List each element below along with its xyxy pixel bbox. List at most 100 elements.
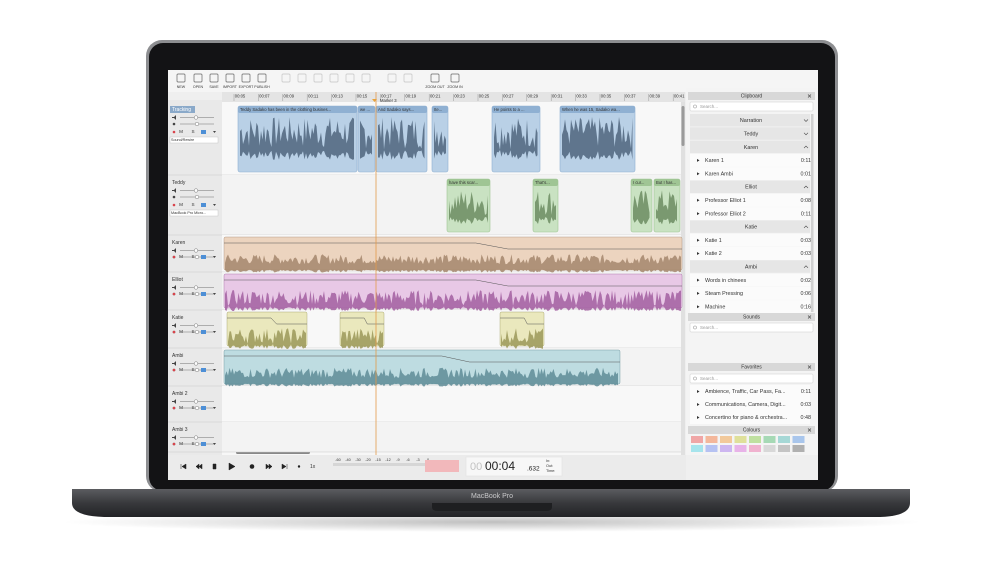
- list-item[interactable]: [690, 411, 810, 424]
- play-icon[interactable]: [697, 278, 700, 282]
- pan-knob[interactable]: [194, 254, 200, 260]
- play-icon[interactable]: [697, 198, 700, 202]
- track-menu[interactable]: [213, 131, 216, 133]
- stereo-toggle[interactable]: [201, 368, 206, 372]
- group-header[interactable]: [690, 220, 810, 233]
- track-menu[interactable]: [213, 443, 216, 445]
- volume-knob[interactable]: [193, 399, 199, 404]
- colour-swatch[interactable]: [720, 445, 732, 452]
- stereo-toggle[interactable]: [201, 406, 206, 410]
- toolbar-icon[interactable]: [225, 73, 235, 83]
- list-item[interactable]: [690, 193, 810, 207]
- volume-knob[interactable]: [193, 435, 199, 440]
- list-item[interactable]: [690, 385, 810, 398]
- close-icon[interactable]: [807, 365, 812, 369]
- track-menu[interactable]: [213, 331, 216, 333]
- group-header[interactable]: [690, 260, 810, 273]
- pan-knob[interactable]: [194, 441, 200, 447]
- volume-knob[interactable]: [193, 115, 199, 120]
- stereo-toggle[interactable]: [201, 203, 206, 207]
- colour-swatch[interactable]: [705, 436, 718, 443]
- record-button[interactable]: [172, 442, 176, 446]
- list-item[interactable]: [690, 300, 810, 314]
- group-header[interactable]: [690, 140, 810, 154]
- colour-swatch[interactable]: [734, 436, 747, 443]
- search-field[interactable]: [689, 101, 814, 112]
- input-select[interactable]: [169, 209, 219, 217]
- list-item[interactable]: [690, 247, 810, 260]
- track-menu[interactable]: [213, 204, 216, 206]
- toolbar-icon[interactable]: [193, 73, 203, 83]
- stereo-toggle[interactable]: [201, 442, 206, 446]
- colour-swatch[interactable]: [792, 445, 805, 452]
- list-item[interactable]: [690, 273, 810, 287]
- record-button[interactable]: [172, 406, 176, 410]
- play-icon[interactable]: [697, 403, 700, 406]
- group-header[interactable]: [690, 114, 810, 127]
- pan-knob[interactable]: [194, 405, 200, 411]
- colour-swatch[interactable]: [792, 436, 805, 443]
- close-icon[interactable]: [807, 315, 812, 319]
- colour-swatch[interactable]: [763, 445, 776, 452]
- colour-swatch[interactable]: [749, 436, 761, 443]
- colour-swatch[interactable]: [734, 445, 747, 452]
- pan-knob[interactable]: [194, 329, 200, 335]
- pan-knob[interactable]: [194, 367, 200, 373]
- group-header[interactable]: [690, 127, 810, 140]
- list-item[interactable]: [690, 286, 810, 300]
- play-icon[interactable]: [697, 172, 700, 176]
- pan-knob[interactable]: [194, 291, 200, 297]
- colour-swatch[interactable]: [691, 445, 703, 452]
- toolbar-icon[interactable]: [257, 73, 267, 83]
- record-button[interactable]: [172, 368, 176, 372]
- colour-swatch[interactable]: [778, 445, 790, 452]
- toolbar-icon[interactable]: [450, 73, 460, 83]
- stereo-toggle[interactable]: [201, 130, 206, 134]
- stereo-toggle[interactable]: [201, 292, 206, 296]
- play-icon[interactable]: [697, 212, 700, 216]
- record-button[interactable]: [172, 130, 176, 134]
- toolbar-icon[interactable]: [430, 73, 440, 83]
- list-item[interactable]: [690, 233, 810, 247]
- volume-knob[interactable]: [193, 323, 199, 328]
- record-transport[interactable]: [249, 464, 255, 469]
- toolbar-icon[interactable]: [209, 73, 219, 83]
- play-icon[interactable]: [697, 291, 700, 295]
- colour-swatch[interactable]: [749, 445, 761, 452]
- list-item[interactable]: [690, 398, 810, 411]
- transport-button[interactable]: [265, 463, 273, 470]
- colour-swatch[interactable]: [691, 436, 703, 443]
- transport-button[interactable]: [195, 463, 203, 470]
- list-item[interactable]: [690, 167, 810, 181]
- stereo-toggle[interactable]: [201, 330, 206, 334]
- transport-button[interactable]: [228, 462, 236, 471]
- volume-knob[interactable]: [193, 248, 199, 253]
- track-menu[interactable]: [213, 369, 216, 371]
- transport-button[interactable]: [281, 463, 288, 470]
- search-field[interactable]: [689, 373, 814, 384]
- input-select[interactable]: [169, 136, 219, 144]
- transport-button[interactable]: [212, 463, 217, 470]
- colour-swatch[interactable]: [778, 436, 790, 443]
- colour-swatch[interactable]: [705, 445, 718, 452]
- transport-button[interactable]: [180, 463, 187, 470]
- track-menu[interactable]: [213, 293, 216, 295]
- scroll-thumb[interactable]: [681, 106, 685, 146]
- track-menu[interactable]: [213, 256, 216, 258]
- close-icon[interactable]: [807, 428, 812, 432]
- record-button[interactable]: [172, 255, 176, 259]
- play-icon[interactable]: [697, 238, 700, 242]
- list-item[interactable]: [690, 207, 810, 221]
- volume-knob[interactable]: [193, 188, 199, 193]
- toolbar-icon[interactable]: [176, 73, 186, 83]
- search-field[interactable]: [689, 322, 814, 333]
- record-button[interactable]: [172, 330, 176, 334]
- group-header[interactable]: [690, 180, 810, 194]
- pan-knob[interactable]: [194, 194, 200, 200]
- colour-swatch[interactable]: [763, 436, 776, 443]
- stereo-toggle[interactable]: [201, 255, 206, 259]
- play-icon[interactable]: [697, 158, 700, 162]
- colour-swatch[interactable]: [720, 436, 732, 443]
- pan-knob[interactable]: [194, 121, 200, 127]
- play-icon[interactable]: [697, 305, 700, 309]
